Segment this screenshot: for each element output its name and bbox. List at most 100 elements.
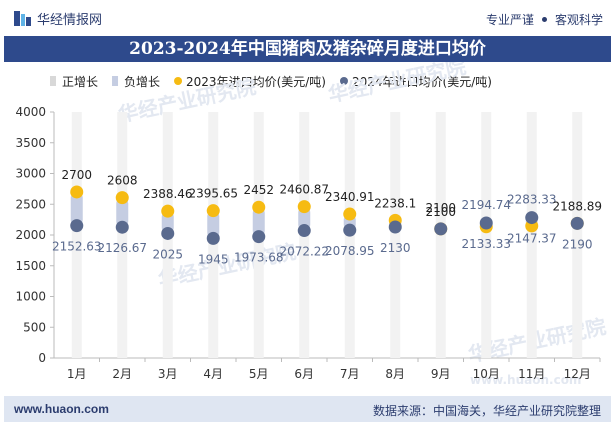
x-tick-label: 11月 <box>518 367 545 381</box>
label-2024: 1973.68 <box>234 251 284 265</box>
brand-logo-icon <box>14 11 31 26</box>
label-2024: 2126.67 <box>97 241 147 255</box>
growth-bar <box>207 210 220 239</box>
point-2024 <box>297 224 311 238</box>
column-track <box>526 112 537 358</box>
legend-label: 正增长 <box>62 75 98 89</box>
y-tick-label: 1500 <box>15 259 46 273</box>
growth-bar <box>116 197 129 228</box>
x-tick-label: 6月 <box>294 367 314 381</box>
brand[interactable]: 华经情报网 <box>14 9 102 28</box>
y-tick-label: 3500 <box>15 136 46 150</box>
label-2024: 2078.95 <box>325 244 375 258</box>
x-tick-label: 4月 <box>203 367 223 381</box>
y-tick-label: 0 <box>38 351 46 365</box>
point-2024 <box>70 219 84 233</box>
label-2023: 2147.37 <box>507 232 557 246</box>
label-2023: 2388.46 <box>143 187 193 201</box>
label-2023: 2700 <box>61 168 92 182</box>
x-tick-label: 12月 <box>564 367 591 381</box>
separator-dot-icon <box>541 17 547 22</box>
point-2023 <box>206 204 220 218</box>
x-tick-label: 3月 <box>158 367 178 381</box>
label-2024: 2072.22 <box>279 245 329 259</box>
y-tick-label: 2000 <box>15 228 46 242</box>
column-track <box>71 112 82 358</box>
x-tick-label: 5月 <box>249 367 269 381</box>
label-2023: 2133.33 <box>461 237 511 251</box>
point-2024 <box>206 231 220 245</box>
point-2024 <box>525 211 539 225</box>
point-2024 <box>434 222 448 236</box>
legend-marker <box>174 77 183 85</box>
watermark-url: www.huaon.com <box>470 373 581 387</box>
brand-name: 华经情报网 <box>37 13 103 28</box>
growth-bar <box>298 206 311 231</box>
legend-swatch <box>50 76 56 86</box>
point-2024 <box>570 216 584 230</box>
label-2023: 2608 <box>107 174 138 188</box>
x-tick-label: 9月 <box>431 367 451 381</box>
legend-label: 2023年进口均价(美元/吨) <box>186 75 326 89</box>
point-2023 <box>70 185 84 199</box>
label-2024: 2130 <box>380 241 411 255</box>
point-2024 <box>479 216 493 230</box>
point-2024 <box>388 220 402 234</box>
label-2023: 2190 <box>562 237 593 251</box>
legend-label: 负增长 <box>124 75 160 89</box>
y-tick-label: 4000 <box>15 105 46 119</box>
slogan-right: 客观科学 <box>554 13 603 27</box>
legend: 正增长 负增长 2023年进口均价(美元/吨) 2024年进口均价(美元/吨) <box>50 75 492 89</box>
label-2024: 1945 <box>198 252 229 266</box>
footer: www.huaon.com 数据来源：中国海关，华经产业研究院整理 <box>4 396 611 422</box>
column-track <box>572 112 583 358</box>
top-bar: 华经情报网 专业严谨 客观科学 <box>0 0 615 36</box>
legend-label: 2024年进口均价(美元/吨) <box>352 75 492 89</box>
point-2024 <box>115 220 129 234</box>
y-tick-label: 500 <box>23 320 46 334</box>
label-2023: 2460.87 <box>279 183 329 197</box>
point-2023 <box>115 191 129 205</box>
label-2024: 2194.74 <box>461 198 511 212</box>
slogan: 专业严谨 客观科学 <box>486 11 603 28</box>
label-2023: 2100 <box>425 205 456 219</box>
label-2023: 2340.91 <box>325 190 375 204</box>
x-tick-label: 1月 <box>67 367 87 381</box>
label-2023: 2238.1 <box>374 196 416 210</box>
label-2024: 2152.63 <box>52 240 102 254</box>
x-tick-label: 7月 <box>340 367 360 381</box>
legend-swatch <box>112 76 119 86</box>
point-2024 <box>343 223 357 237</box>
x-tick-label: 2月 <box>112 367 132 381</box>
y-tick-label: 2500 <box>15 197 46 211</box>
label-2023: 2395.65 <box>188 187 238 201</box>
point-2024 <box>161 226 175 240</box>
point-2024 <box>252 230 266 244</box>
y-tick-label: 1000 <box>15 290 46 304</box>
point-2023 <box>161 204 175 218</box>
price-points <box>70 185 584 245</box>
legend-marker <box>339 77 348 85</box>
slogan-left: 专业严谨 <box>485 13 534 27</box>
x-tick-label: 8月 <box>385 367 405 381</box>
column-track <box>390 112 401 358</box>
footer-source: 数据来源：中国海关，华经产业研究院整理 <box>372 404 601 418</box>
label-2024: 2188.89 <box>552 199 602 213</box>
x-tick-label: 10月 <box>473 367 500 381</box>
label-2024: 2025 <box>152 247 183 261</box>
footer-site[interactable]: www.huaon.com <box>14 402 109 416</box>
label-2023: 2452 <box>243 183 274 197</box>
label-2024: 2283.33 <box>507 193 557 207</box>
growth-bar <box>70 191 83 226</box>
point-2023 <box>343 207 357 221</box>
axes: 0 500 1000 1500 2000 2500 3000 3500 4000 1月 2月 3月 4月… <box>15 105 601 381</box>
column-track <box>117 112 128 358</box>
growth-bar <box>252 207 265 237</box>
chart: 正增长 负增长 2023年进口均价(美元/吨) 2024年进口均价(美元/吨) 华经产… <box>15 62 608 387</box>
point-2023 <box>252 200 266 214</box>
label-2024: 2100 <box>425 201 456 215</box>
y-tick-label: 3000 <box>15 167 46 181</box>
column-track <box>481 112 492 358</box>
chart-title: 2023-2024年中国猪肉及猪杂碎月度进口均价 <box>4 36 611 62</box>
